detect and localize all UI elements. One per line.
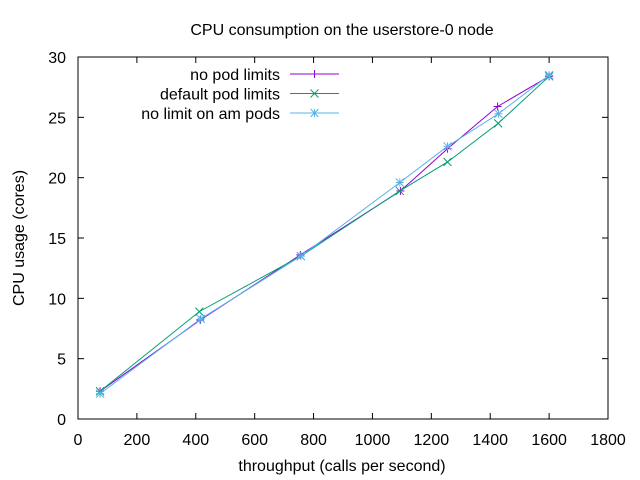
y-tick-label: 15 (48, 231, 66, 248)
data-point (395, 186, 405, 196)
data-point (544, 70, 554, 80)
y-tick-label: 25 (48, 110, 66, 127)
series-no-limit-on-am-pods (95, 70, 554, 399)
data-point (494, 109, 503, 119)
legend-label: no limit on am pods (141, 106, 280, 123)
legend-entry: no pod limits (190, 67, 339, 84)
y-axis-label: CPU usage (cores) (11, 170, 28, 306)
data-point (196, 314, 206, 324)
x-tick-label: 1600 (531, 432, 567, 449)
x-tick-label: 600 (241, 432, 268, 449)
data-point (443, 141, 452, 151)
series-layer (95, 70, 554, 399)
chart-title: CPU consumption on the userstore-0 node (190, 22, 493, 39)
data-point (443, 157, 452, 167)
data-point (493, 119, 503, 128)
data-point (194, 307, 204, 316)
y-tick-label: 10 (48, 291, 66, 308)
y-tick-label: 20 (48, 171, 66, 188)
legend-label: no pod limits (190, 67, 280, 84)
x-tick-label: 1000 (355, 432, 391, 449)
x-tick-label: 1200 (414, 432, 450, 449)
legend-swatch-marker (310, 70, 319, 78)
x-tick-label: 1800 (590, 432, 626, 449)
x-tick-label: 200 (124, 432, 151, 449)
x-tick-label: 0 (74, 432, 83, 449)
data-point (395, 178, 405, 187)
data-point (493, 102, 502, 111)
legend: no pod limits default pod limits no limit … (141, 67, 339, 123)
y-tick-label: 5 (57, 352, 66, 369)
x-tick-label: 800 (300, 432, 327, 449)
x-tick-label: 1400 (472, 432, 508, 449)
legend-swatch-marker (310, 89, 319, 98)
data-point (296, 251, 306, 261)
x-axis: 0 200 400 600 800 1000 1200 1400 1600 1800 (74, 57, 626, 449)
y-axis: 0 5 10 15 20 25 30 (48, 50, 608, 429)
y-tick-label: 30 (48, 50, 66, 67)
x-axis-label: throughput (calls per second) (238, 458, 445, 475)
data-point (95, 389, 105, 399)
y-tick-label: 0 (57, 412, 66, 429)
legend-label: default pod limits (160, 87, 280, 104)
legend-entry: no limit on am pods (141, 106, 339, 123)
legend-swatch-marker (310, 108, 319, 118)
x-tick-label: 400 (182, 432, 209, 449)
legend-entry: default pod limits (160, 87, 339, 104)
